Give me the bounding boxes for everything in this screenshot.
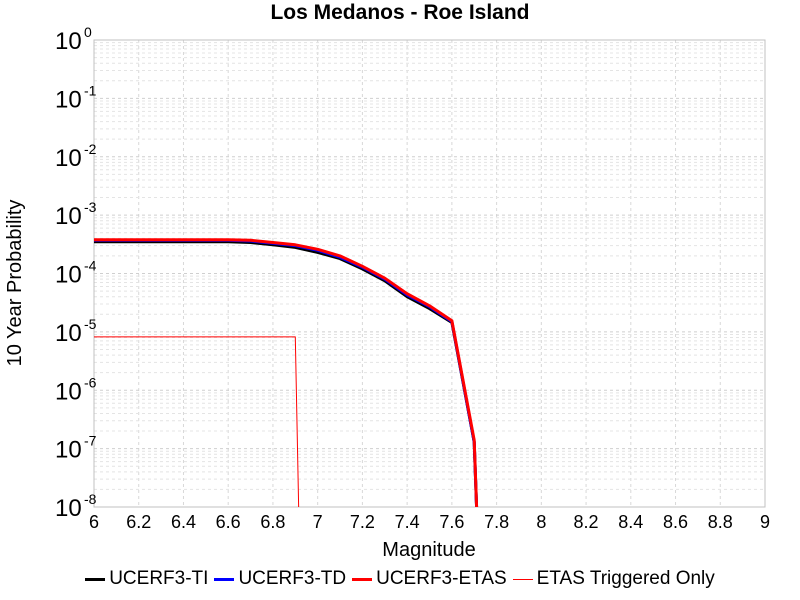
plot-area: [93, 39, 766, 508]
y-tick-label: 10 -7: [55, 433, 97, 464]
legend-swatch: [214, 577, 235, 581]
x-tick-label: 6: [89, 512, 99, 532]
x-tick-label: 8.6: [663, 512, 688, 532]
y-tick-label: 10 -8: [55, 491, 97, 522]
y-tick-base: 10: [55, 28, 82, 55]
series-line-3: [94, 336, 300, 507]
y-tick-base: 10: [55, 437, 82, 464]
y-tick-exponent: -3: [84, 199, 97, 215]
chart-title: Los Medanos - Roe Island: [270, 1, 529, 24]
y-tick-label: 10 -4: [55, 258, 97, 289]
legend-label: UCERF3-TI: [109, 568, 209, 589]
y-tick-exponent: -2: [84, 141, 97, 157]
legend-label: UCERF3-TD: [238, 568, 347, 589]
x-tick-label: 7.8: [484, 512, 509, 532]
x-tick-label: 8: [536, 512, 546, 532]
y-tick-label: 10 -5: [55, 316, 97, 347]
legend-label: ETAS Triggered Only: [536, 568, 715, 589]
series-layer: [94, 238, 479, 507]
x-tick-label: 8.2: [574, 512, 599, 532]
legend-item: UCERF3-TI: [85, 568, 208, 590]
x-tick-label: 8.4: [618, 512, 643, 532]
y-tick-base: 10: [55, 145, 82, 172]
x-axis-label: Magnitude: [382, 539, 475, 561]
y-tick-label: 10 -6: [55, 374, 97, 405]
legend-swatch: [512, 578, 533, 580]
x-tick-label: 6.4: [171, 512, 196, 532]
y-tick-base: 10: [55, 495, 82, 522]
y-tick-base: 10: [55, 320, 82, 347]
y-tick-exponent: -5: [84, 316, 97, 332]
y-axis-label: 10 Year Probability: [4, 200, 26, 367]
y-tick-label: 10 -1: [55, 82, 97, 113]
legend-item: ETAS Triggered Only: [512, 568, 715, 590]
x-tick-label: 9: [760, 512, 770, 532]
legend-swatch: [85, 577, 106, 581]
y-tick-exponent: 0: [84, 24, 92, 40]
y-tick-exponent: -7: [84, 433, 97, 449]
x-tick-label: 7: [313, 512, 323, 532]
grid: [93, 40, 766, 508]
legend: UCERF3-TI UCERF3-TD UCERF3-ETAS ETAS Trigge…: [0, 568, 800, 590]
y-tick-exponent: -1: [84, 82, 97, 98]
x-tick-label: 6.2: [126, 512, 151, 532]
x-tick-label: 7.2: [350, 512, 375, 532]
y-tick-base: 10: [55, 378, 82, 405]
y-tick-base: 10: [55, 86, 82, 113]
legend-item: UCERF3-TD: [214, 568, 346, 590]
series-line-2: [94, 238, 479, 507]
x-tick-label: 7.6: [439, 512, 464, 532]
y-tick-label: 10 -2: [55, 141, 97, 172]
y-tick-base: 10: [55, 262, 82, 289]
y-tick-exponent: -6: [84, 374, 97, 390]
y-tick-exponent: -4: [84, 258, 97, 274]
legend-label: UCERF3-ETAS: [376, 568, 507, 589]
y-tick-label: 10 -3: [55, 199, 97, 230]
x-tick-label: 6.6: [216, 512, 241, 532]
y-tick-exponent: -8: [84, 491, 97, 507]
y-tick-base: 10: [55, 203, 82, 230]
x-tick-label: 7.4: [395, 512, 420, 532]
y-tick-label: 10 0: [55, 24, 92, 55]
x-tick-labels: 6 6.2 6.4 6.6 6.8 7 7.2 7.4 7.6 7.8 8 8.2 8.4 8.6 8.8 9: [89, 512, 770, 532]
x-tick-label: 8.8: [708, 512, 733, 532]
legend-swatch: [352, 577, 373, 581]
x-tick-label: 6.8: [260, 512, 285, 532]
legend-item: UCERF3-ETAS: [352, 568, 507, 590]
